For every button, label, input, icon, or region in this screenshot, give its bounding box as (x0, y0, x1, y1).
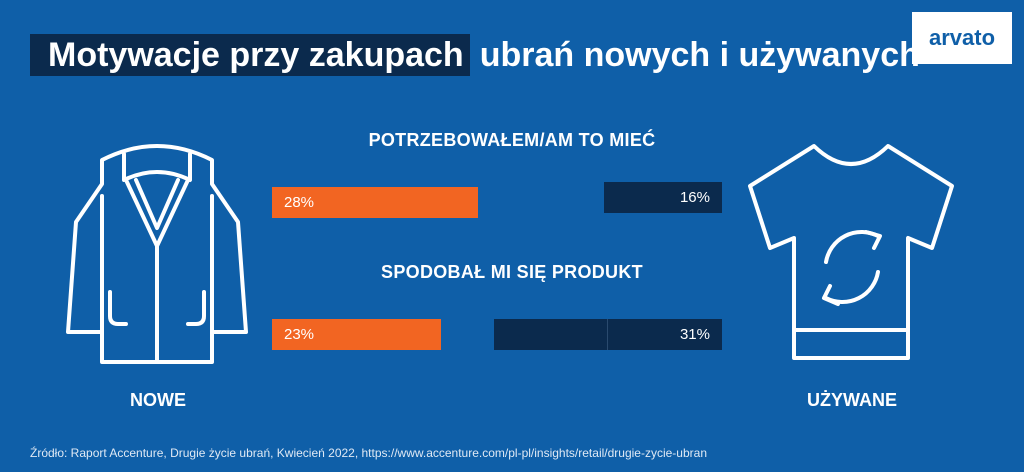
jacket-icon (66, 144, 248, 364)
bar-used-0-value: 16% (679, 189, 710, 206)
arvato-logo: arvato (912, 12, 1012, 64)
category-label-0: POTRZEBOWAŁEM/AM TO MIEĆ (368, 130, 656, 150)
bar-used-0: 16% (604, 182, 722, 213)
bar-used-1-divider (607, 319, 608, 350)
label-used: UŻYWANE (807, 390, 897, 410)
title-rest: ubrań nowych i używanych (479, 36, 920, 74)
bar-new-1: 23% (272, 319, 441, 350)
bar-used-1: 31% (494, 319, 722, 350)
recycled-shirt-icon (748, 144, 954, 360)
category-label-1: SPODOBAŁ MI SIĘ PRODUKT (381, 262, 643, 282)
bar-new-0: 28% (272, 187, 478, 218)
title-highlight: Motywacje przy zakupach (30, 34, 470, 76)
title: Motywacje przy zakupach ubrań nowych i u… (30, 34, 920, 76)
label-new: NOWE (130, 390, 186, 410)
bar-new-1-value: 23% (284, 326, 315, 343)
source-note: Źródło: Raport Accenture, Drugie życie u… (30, 446, 707, 460)
bar-used-1-value: 31% (679, 326, 710, 343)
bar-new-0-value: 28% (284, 194, 315, 211)
